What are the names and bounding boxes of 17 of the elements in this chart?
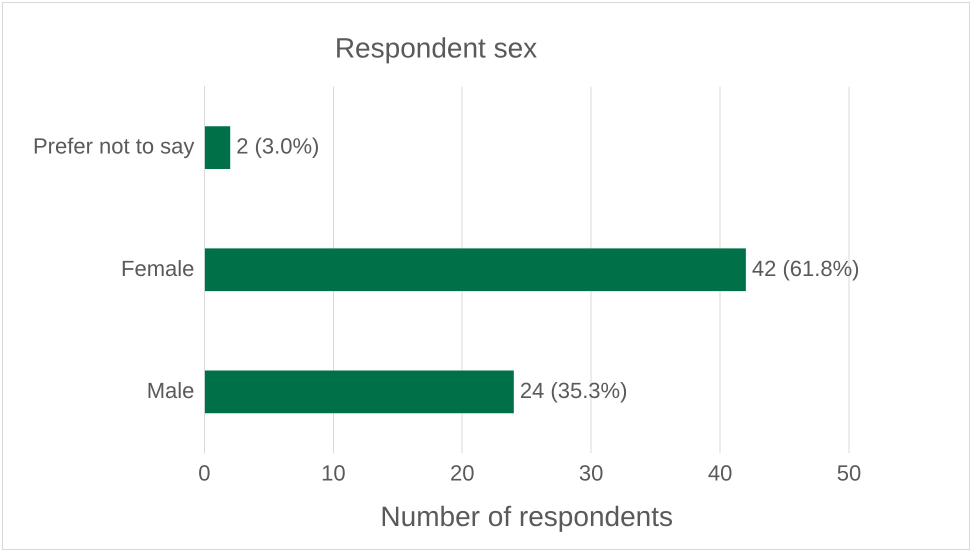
- data-label: 42 (61.8%): [752, 256, 860, 281]
- y-tick-label: Male: [146, 378, 194, 403]
- x-tick-label: 40: [708, 460, 732, 486]
- x-tick-label: 10: [321, 460, 346, 486]
- x-tick-label: 30: [578, 460, 604, 486]
- x-tick-label: 50: [836, 460, 862, 486]
- data-label: 24 (35.3%): [520, 378, 628, 403]
- y-tick-label: Prefer not to say: [32, 134, 194, 159]
- y-tick-label: Female: [121, 256, 194, 281]
- bar: [204, 370, 514, 414]
- chart-title: Respondent sex: [334, 32, 538, 64]
- x-axis-title: Number of respondents: [380, 500, 674, 532]
- data-label: 2 (3.0%): [236, 134, 320, 159]
- bar: [204, 248, 746, 292]
- bar: [204, 126, 230, 170]
- x-tick-label: 20: [450, 460, 474, 486]
- x-tick-label: 0: [198, 460, 211, 486]
